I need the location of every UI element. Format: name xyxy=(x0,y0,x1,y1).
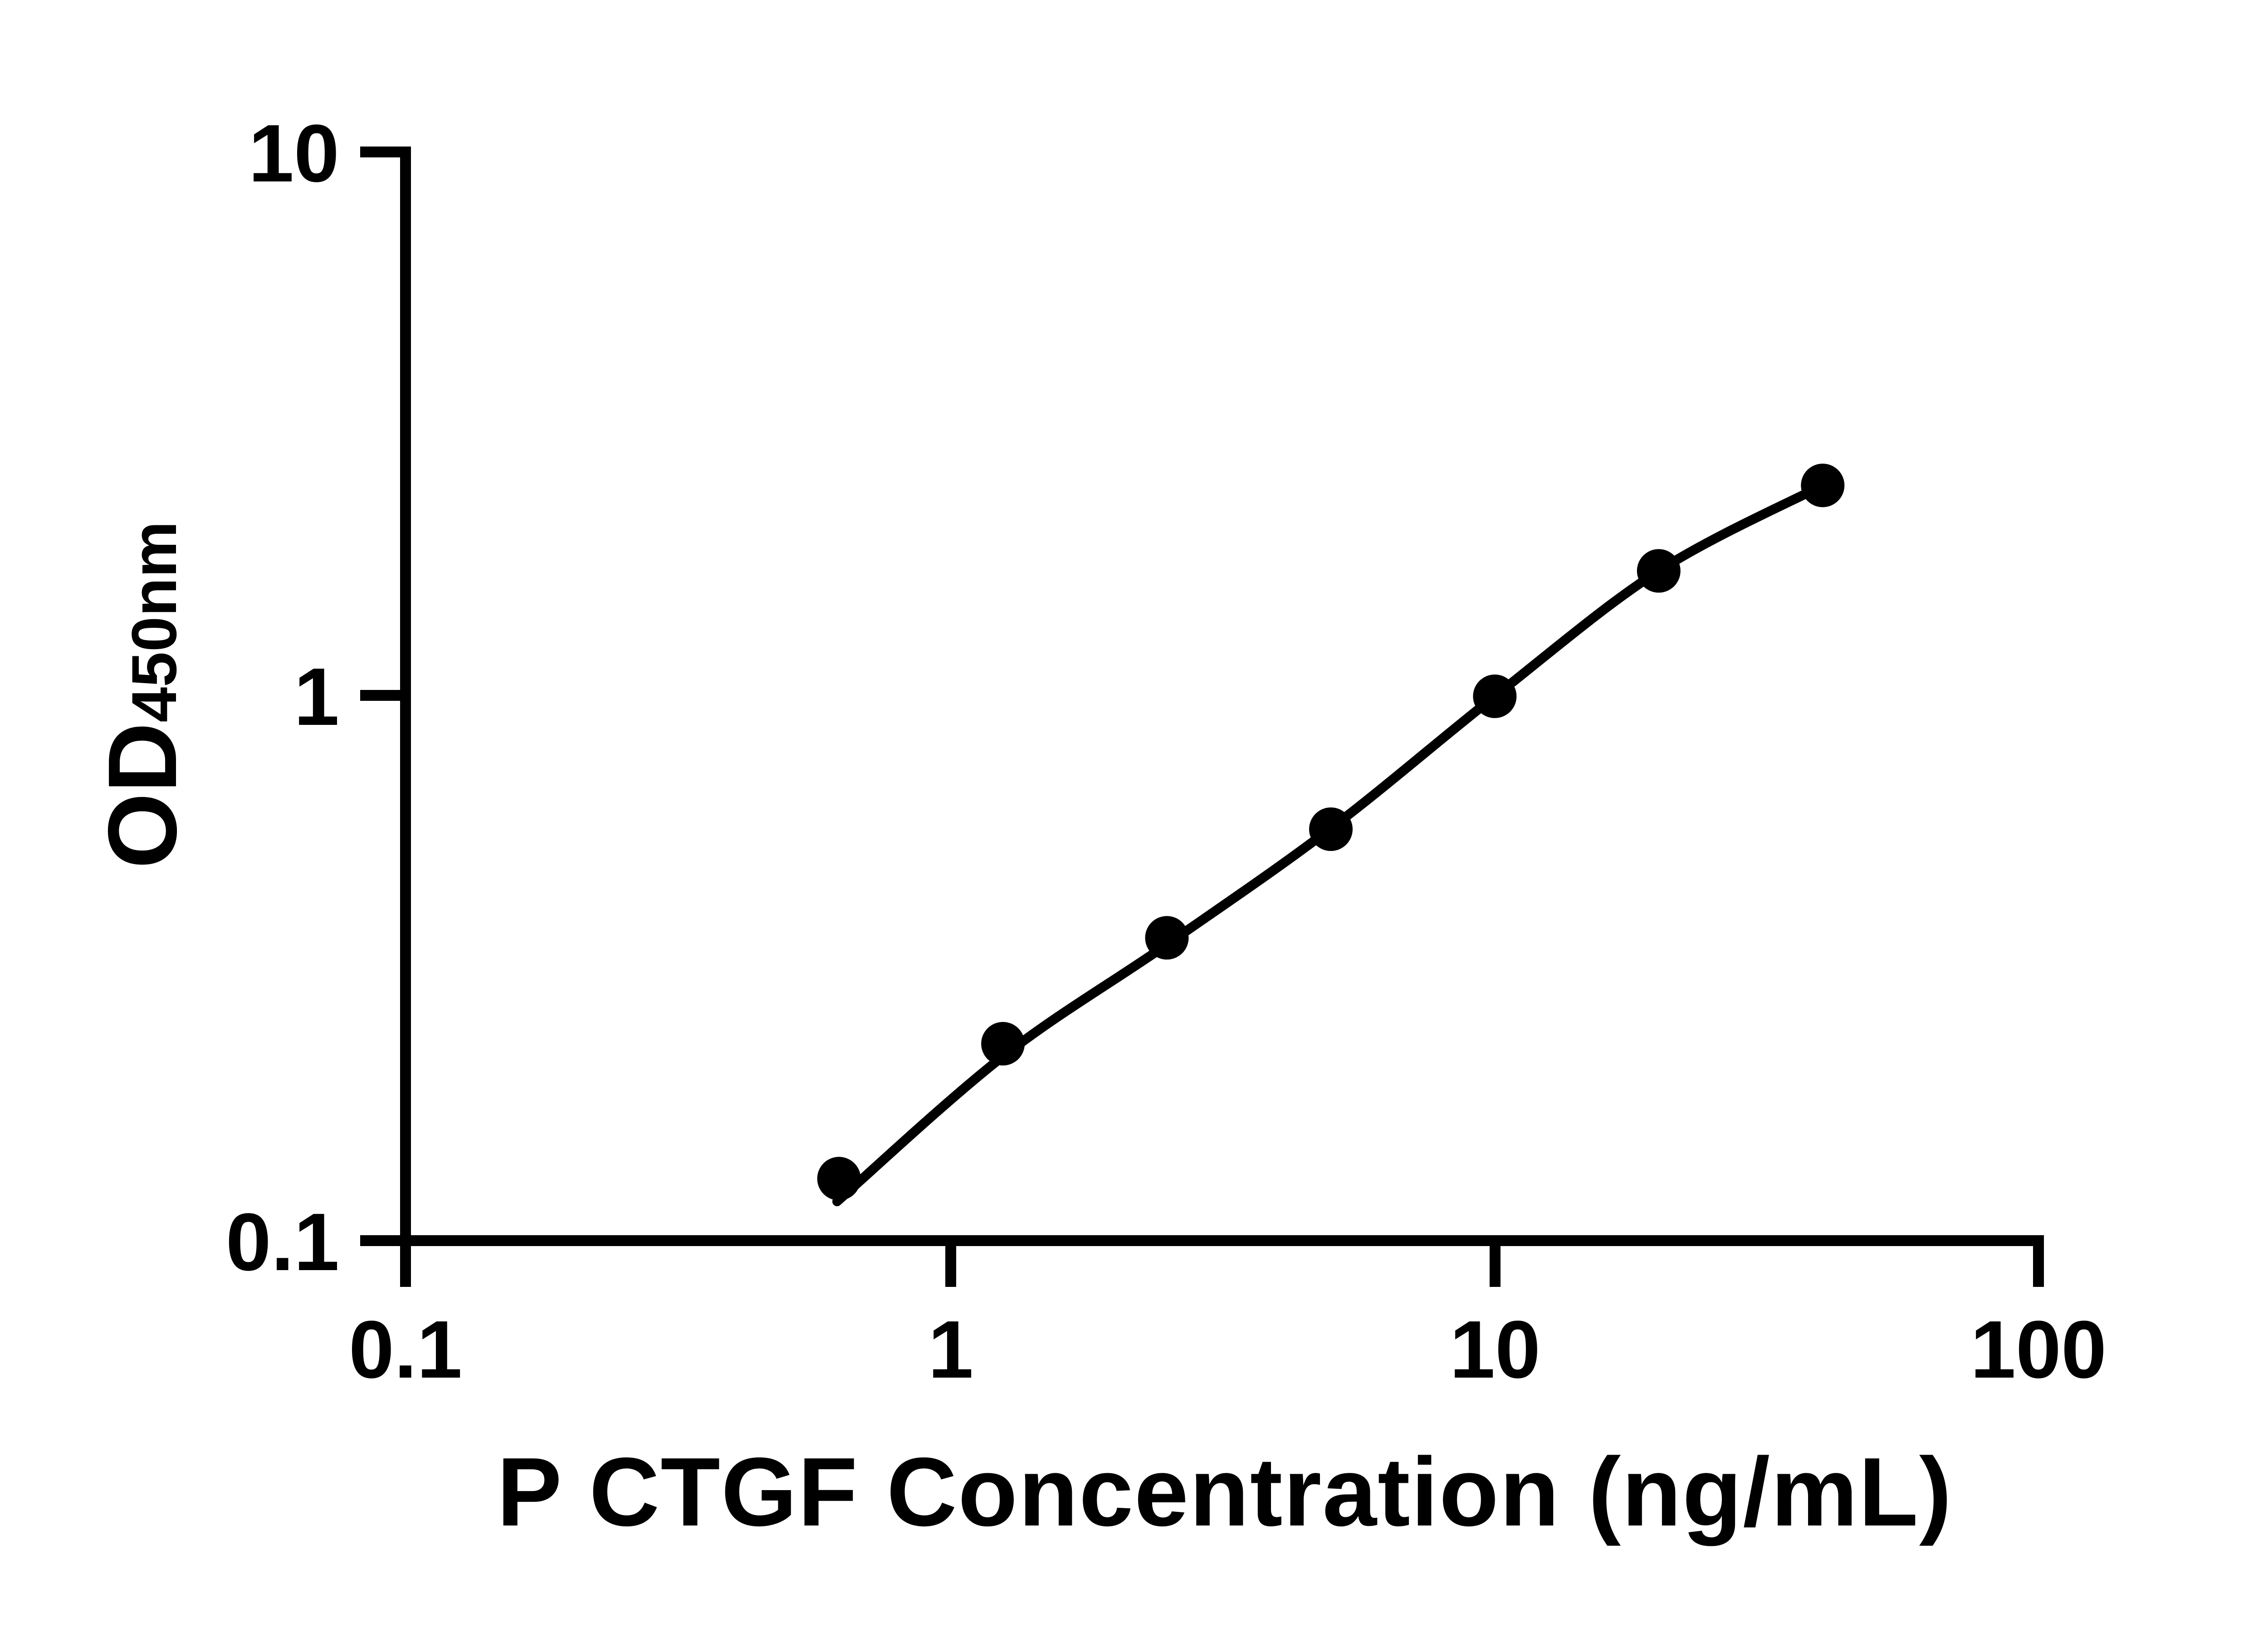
x-tick-10 xyxy=(1490,1246,1501,1287)
y-tick-label-10: 10 xyxy=(249,108,339,199)
x-tick-0-1 xyxy=(400,1246,411,1287)
axes xyxy=(400,147,2044,1246)
y-tick-1 xyxy=(360,690,400,701)
x-tick-label-100: 100 xyxy=(1970,1304,2107,1395)
data-point xyxy=(1637,549,1681,593)
data-point xyxy=(1473,675,1517,718)
y-tick-labels: 10 1 0.1 xyxy=(226,108,339,1288)
y-tick-label-0-1: 0.1 xyxy=(226,1197,339,1288)
y-axis-title: OD450nm xyxy=(88,521,197,869)
data-point xyxy=(981,1022,1025,1066)
y-tick-0-1 xyxy=(360,1235,400,1246)
x-tick-marks xyxy=(400,1246,2044,1287)
y-axis-title-subscript: 450nm xyxy=(118,521,190,723)
data-points xyxy=(817,464,1845,1201)
y-tick-marks xyxy=(360,147,400,1246)
x-tick-100 xyxy=(2033,1246,2044,1287)
y-axis-line xyxy=(400,147,411,1246)
x-axis-title: P CTGF Concentration (ng/mL) xyxy=(497,1437,1952,1546)
y-tick-label-1: 1 xyxy=(294,651,339,743)
data-point xyxy=(1309,807,1353,851)
data-point xyxy=(817,1157,861,1201)
x-axis-line xyxy=(400,1235,2044,1246)
x-tick-label-1: 1 xyxy=(928,1304,973,1395)
x-tick-labels: 0.1 1 10 100 xyxy=(349,1304,2107,1395)
y-axis-title-main: OD xyxy=(88,723,197,869)
x-tick-label-0-1: 0.1 xyxy=(349,1304,462,1395)
data-point xyxy=(1801,464,1845,508)
data-point xyxy=(1145,916,1189,960)
y-tick-10 xyxy=(360,147,400,157)
x-tick-label-10: 10 xyxy=(1450,1304,1540,1395)
x-tick-1 xyxy=(945,1246,956,1287)
